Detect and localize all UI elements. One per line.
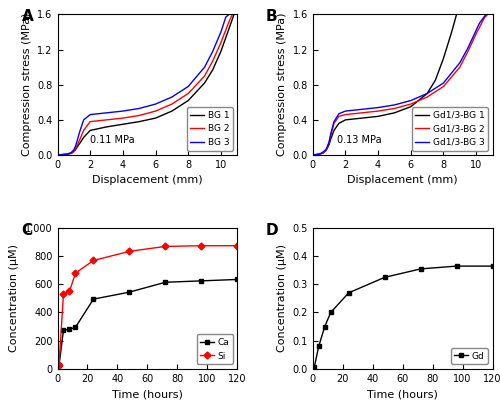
Y-axis label: Compression stress (MPa): Compression stress (MPa) — [22, 13, 32, 157]
Y-axis label: Concentration (μM): Concentration (μM) — [277, 244, 287, 352]
X-axis label: Displacement (mm): Displacement (mm) — [92, 176, 202, 185]
Text: 0.13 MPa: 0.13 MPa — [338, 135, 382, 145]
X-axis label: Time (hours): Time (hours) — [367, 389, 438, 399]
Y-axis label: Concentration (μM): Concentration (μM) — [10, 244, 20, 352]
Text: B: B — [266, 9, 278, 24]
Legend: BG 1, BG 2, BG 3: BG 1, BG 2, BG 3 — [186, 107, 232, 150]
Legend: Ca, Si: Ca, Si — [196, 335, 232, 364]
X-axis label: Displacement (mm): Displacement (mm) — [348, 176, 458, 185]
X-axis label: Time (hours): Time (hours) — [112, 389, 183, 399]
Text: A: A — [22, 9, 34, 24]
Text: C: C — [22, 222, 32, 237]
Text: D: D — [266, 222, 278, 237]
Legend: Gd: Gd — [451, 348, 488, 364]
Legend: Gd1/3-BG 1, Gd1/3-BG 2, Gd1/3-BG 3: Gd1/3-BG 1, Gd1/3-BG 2, Gd1/3-BG 3 — [412, 107, 488, 150]
Y-axis label: Compression stress (MPa): Compression stress (MPa) — [277, 13, 287, 157]
Text: 0.11 MPa: 0.11 MPa — [90, 135, 135, 145]
